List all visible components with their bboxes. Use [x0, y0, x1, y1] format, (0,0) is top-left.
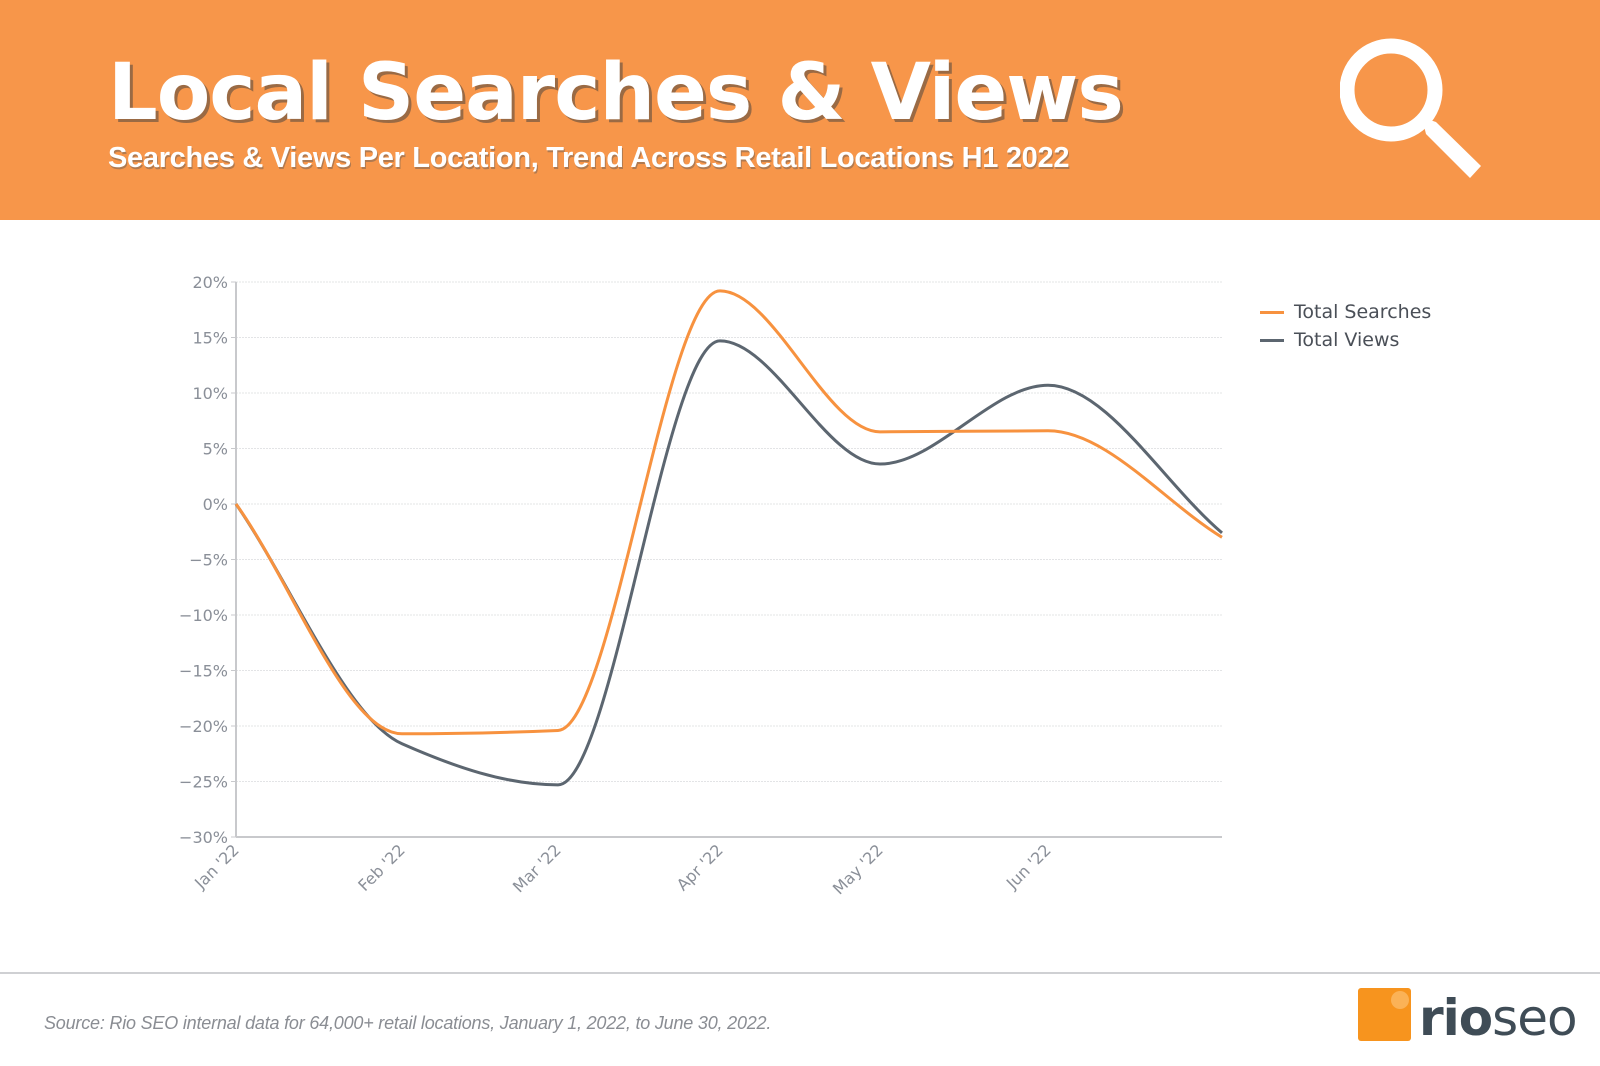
page-title: Local Searches & Views [108, 48, 1124, 138]
source-note: Source: Rio SEO internal data for 64,000… [44, 1013, 772, 1033]
y-tick-label: −30% [179, 828, 228, 847]
logo-text-seo: seo [1492, 989, 1577, 1047]
legend-swatch-searches [1260, 310, 1284, 314]
search-icon [1340, 38, 1481, 178]
y-tick-label: 0% [203, 495, 228, 514]
footer-divider [0, 972, 1600, 974]
chart-legend: Total Searches Total Views [1260, 298, 1431, 354]
x-tick-label: Jun '22 [1002, 840, 1055, 893]
legend-label: Total Searches [1294, 301, 1432, 323]
y-tick-label: 15% [192, 329, 228, 348]
chart-series [234, 289, 1223, 787]
chart-gridlines [236, 281, 1222, 782]
logo-square-icon [1358, 988, 1411, 1041]
x-tick-label: Mar '22 [509, 840, 565, 896]
legend-swatch-views [1260, 338, 1284, 342]
x-tick-label: Feb '22 [354, 840, 409, 895]
y-axis-ticks: 20% 15% 10% 5% 0% −5% −10% −15% −20% −25% −30% [179, 273, 236, 847]
header-banner: Local Searches & Views Searches & Views … [0, 0, 1600, 220]
legend-item-total-views[interactable]: Total Views [1260, 326, 1431, 354]
logo-wordmark: rioseo [1419, 993, 1578, 1043]
legend-label: Total Views [1294, 329, 1400, 351]
y-tick-label: −15% [179, 662, 228, 681]
x-axis-ticks: Jan '22 Feb '22 Mar '22 Apr '22 May '22 Jun '… [190, 840, 1055, 898]
logo-text-rio: rio [1419, 989, 1493, 1047]
rioseo-logo: rioseo [1358, 988, 1578, 1043]
y-tick-label: −20% [179, 717, 228, 736]
page-subtitle: Searches & Views Per Location, Trend Acr… [108, 142, 1070, 174]
line-chart: 20% 15% 10% 5% 0% −5% −10% −15% −20% −25% −30% Jan… [179, 273, 1223, 898]
series-line-total-searches[interactable] [234, 289, 1223, 736]
y-tick-label: −25% [179, 773, 228, 792]
y-tick-label: −10% [179, 606, 228, 625]
y-tick-label: 5% [203, 440, 228, 459]
y-tick-label: 10% [192, 384, 228, 403]
y-tick-label: 20% [192, 273, 228, 292]
series-line-total-views[interactable] [234, 339, 1223, 787]
x-tick-label: Apr '22 [673, 840, 727, 894]
legend-item-total-searches[interactable]: Total Searches [1260, 298, 1431, 326]
x-tick-label: May '22 [829, 840, 887, 898]
x-tick-label: Jan '22 [190, 840, 243, 893]
y-tick-label: −5% [189, 551, 228, 570]
